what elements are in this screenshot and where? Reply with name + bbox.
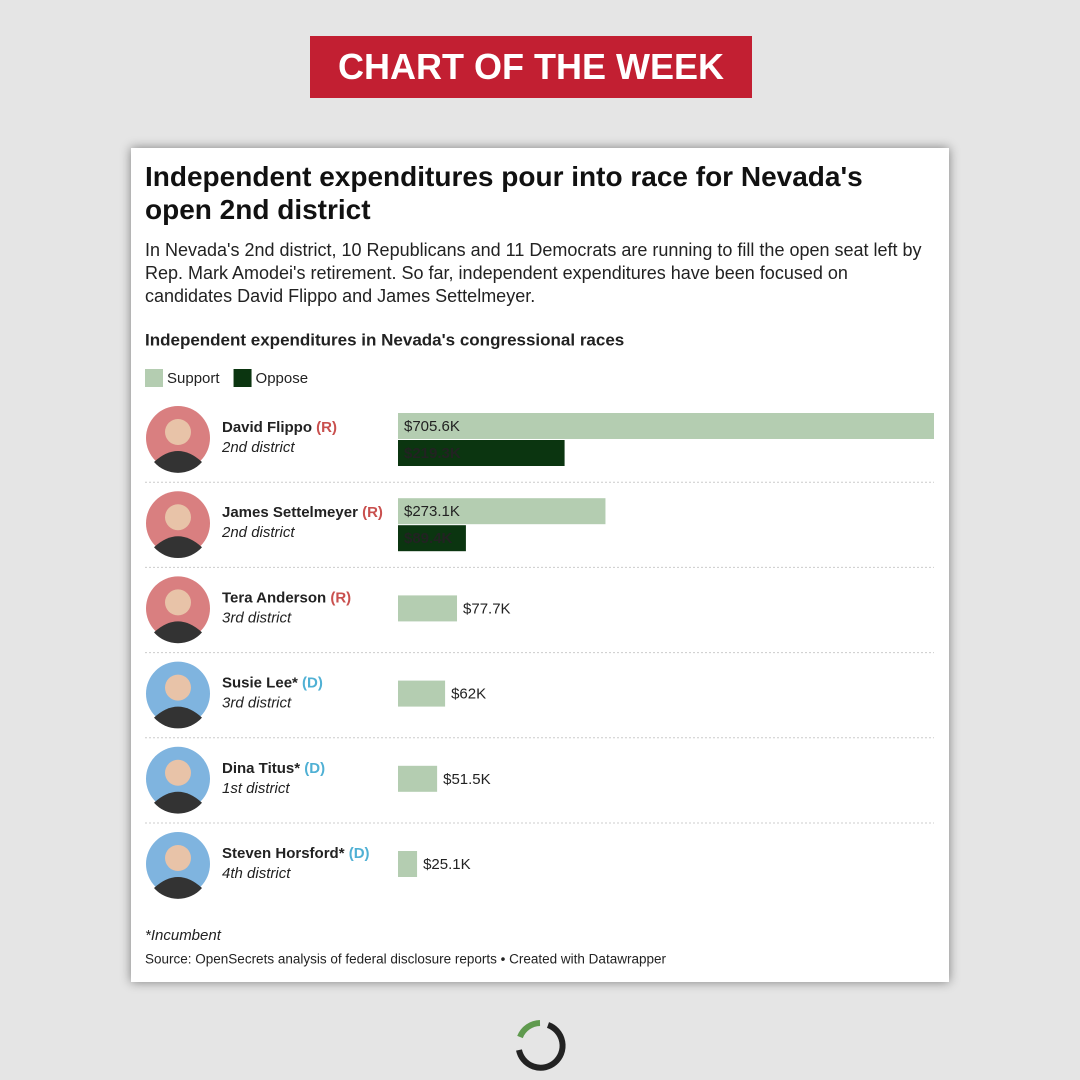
avatar-body — [154, 706, 202, 729]
logo — [516, 1020, 566, 1071]
bar — [398, 851, 418, 877]
avatar-head — [165, 674, 191, 701]
avatar-body — [154, 451, 202, 473]
logo-arc — [517, 1020, 541, 1039]
banner: CHART OF THE WEEK — [310, 36, 752, 98]
legend-label: Support — [167, 370, 220, 387]
avatar-body — [154, 621, 202, 644]
avatar-head — [165, 419, 191, 445]
name: James Settelmeyer — [222, 504, 358, 521]
legend-swatch — [145, 369, 163, 387]
note: *Incumbent — [145, 927, 222, 944]
avatar-head — [165, 589, 191, 616]
name: Tera Anderson — [222, 589, 326, 606]
party: (D) — [304, 760, 325, 777]
legend-swatch — [233, 369, 252, 387]
legend-label: Oppose — [256, 370, 309, 387]
party: (R) — [316, 419, 337, 436]
avatar-head — [165, 504, 191, 531]
district: 3rd district — [222, 695, 292, 712]
chart-heading: Independent expenditures in Nevada's con… — [145, 330, 624, 349]
avatar-body — [154, 536, 202, 559]
name: Dina Titus* — [222, 760, 300, 777]
candidate-name: James Settelmeyer (R) — [222, 504, 383, 521]
district: 4th district — [222, 865, 291, 882]
logo-arc — [516, 1022, 566, 1071]
avatar-body — [154, 791, 202, 814]
district: 3rd district — [222, 609, 292, 626]
party: (R) — [362, 504, 383, 521]
value-label: $273.1K — [404, 503, 460, 520]
candidate-name: Susie Lee* (D) — [222, 675, 323, 692]
party: (D) — [349, 845, 370, 862]
chart-title: Independent expenditures pour into race … — [145, 161, 863, 225]
bar — [398, 498, 606, 525]
candidate-name: David Flippo (R) — [222, 419, 337, 436]
avatar-head — [165, 845, 191, 871]
bar — [398, 680, 446, 707]
district: 2nd district — [221, 524, 295, 541]
avatar-head — [165, 759, 191, 786]
party: (R) — [330, 589, 351, 606]
candidate-name: Tera Anderson (R) — [222, 589, 351, 606]
bar — [398, 525, 466, 552]
value-label: $25.1K — [423, 856, 471, 873]
bar — [398, 440, 565, 466]
chart-subtitle: In Nevada's 2nd district, 10 Republicans… — [145, 240, 922, 306]
district: 2nd district — [221, 439, 295, 456]
value-label: $77.7K — [463, 600, 511, 617]
bar — [398, 413, 934, 439]
candidate-name: Steven Horsford* (D) — [222, 845, 370, 862]
value-label: $89.4K — [404, 530, 453, 547]
avatar-body — [154, 877, 202, 899]
bar — [398, 595, 458, 622]
name: David Flippo — [222, 419, 312, 436]
value-label: $51.5K — [443, 771, 491, 788]
candidate-name: Dina Titus* (D) — [222, 760, 325, 777]
value-label: $62K — [451, 686, 486, 703]
value-label: $705.6K — [404, 418, 460, 435]
name: Steven Horsford* — [222, 845, 345, 862]
bar — [398, 765, 438, 792]
source: Source: OpenSecrets analysis of federal … — [145, 952, 666, 967]
district: 1st district — [222, 780, 290, 797]
card — [131, 148, 949, 982]
name: Susie Lee* — [222, 675, 298, 692]
party: (D) — [302, 675, 323, 692]
value-label: $219.3K — [404, 445, 461, 462]
